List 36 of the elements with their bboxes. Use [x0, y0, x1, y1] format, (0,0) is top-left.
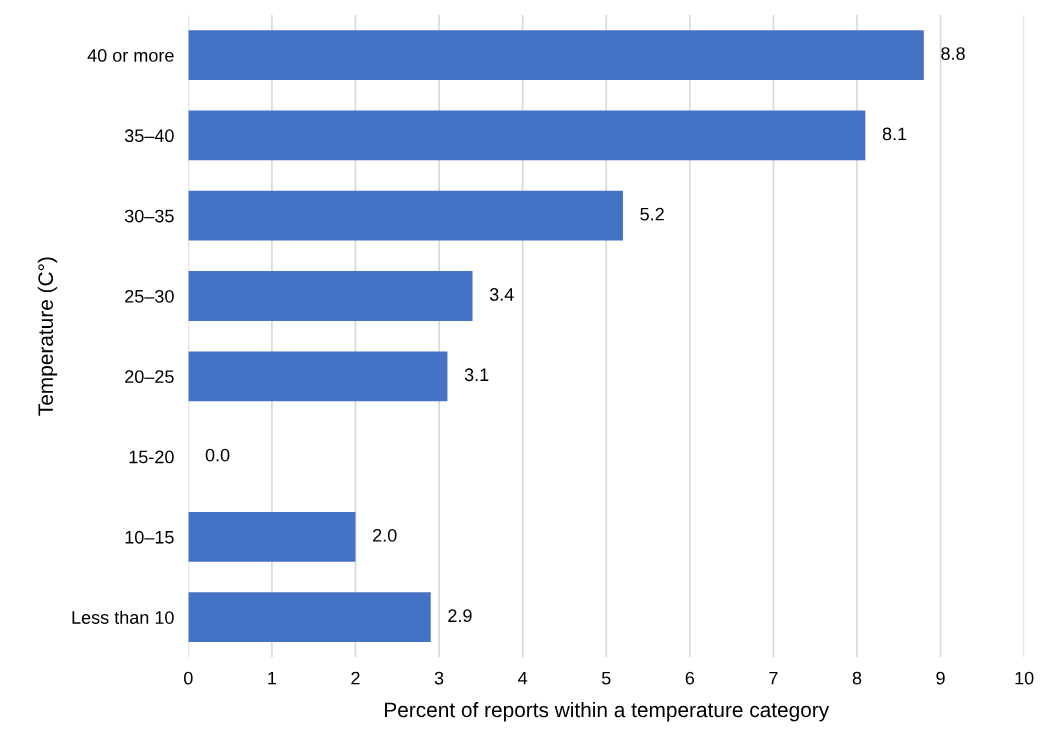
bar [188, 271, 473, 321]
data-label: 3.4 [489, 288, 514, 301]
bar [188, 30, 924, 80]
x-tick-label: 5 [601, 671, 611, 685]
y-tick-label: 40 or more [87, 49, 174, 62]
x-tick-label: 10 [1015, 671, 1034, 685]
data-label: 2.9 [448, 609, 472, 623]
y-tick-label: 25–30 [125, 289, 174, 303]
data-label: 3.1 [464, 368, 489, 382]
y-tick-label: 10–15 [125, 530, 174, 544]
data-label: 2.0 [373, 528, 397, 542]
y-tick-label: 30–35 [124, 209, 174, 223]
data-label: 5.2 [640, 207, 664, 221]
data-label: 8.1 [882, 127, 907, 141]
y-axis-title: Temperature (C°) [37, 257, 58, 416]
bar [188, 351, 448, 402]
x-tick-label: 4 [518, 671, 528, 685]
y-tick-label: Less than 10 [72, 610, 174, 624]
x-tick-label: 2 [351, 671, 360, 685]
bar [188, 190, 623, 241]
y-tick-label: 20–25 [125, 370, 174, 384]
bar [188, 512, 356, 562]
x-tick-label: 6 [685, 671, 695, 685]
x-tick-label: 1 [268, 671, 277, 685]
data-label: 0.0 [205, 448, 230, 462]
x-tick-label: 9 [936, 671, 945, 685]
x-tick-label: 7 [769, 671, 778, 685]
x-tick-label: 0 [184, 671, 193, 685]
y-tick-label: 15-20 [129, 450, 174, 464]
x-axis-title: Percent of reports within a temperature category [385, 701, 830, 722]
x-tick-label: 8 [852, 671, 862, 685]
bar [188, 592, 431, 643]
data-label: 8.8 [941, 47, 965, 60]
bar [188, 110, 866, 161]
y-tick-label: 35–40 [124, 129, 174, 143]
x-tick-label: 3 [434, 671, 444, 685]
